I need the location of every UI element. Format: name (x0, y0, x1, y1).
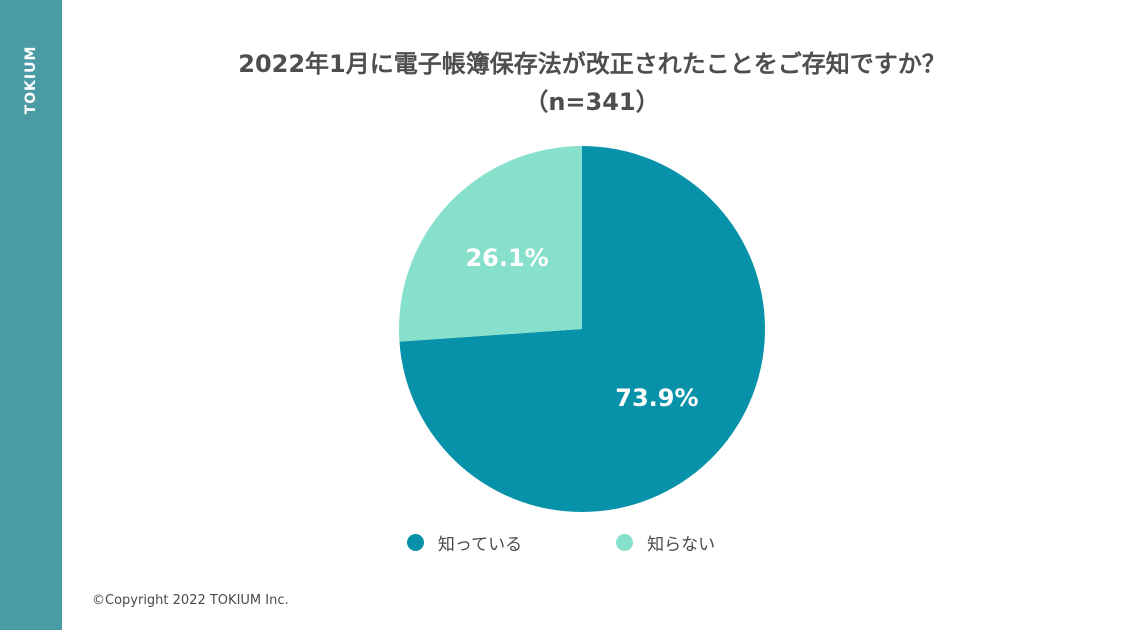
copyright-text: ©Copyright 2022 TOKIUM Inc. (92, 593, 289, 608)
brand-sidebar: TOKIUM (0, 0, 62, 630)
chart-subtitle: （n=341） (524, 88, 660, 116)
pie-slice-know (399, 146, 765, 512)
legend-swatch-dont-know (616, 534, 634, 551)
legend-item-know: 知っている (406, 530, 523, 555)
chart-title: 2022年1月に電子帳簿保存法が改正されたことをご存知ですか？ (238, 50, 946, 78)
chart-legend: 知っている 知らない (0, 530, 1122, 555)
legend-swatch-know (406, 534, 424, 551)
legend-label-dont-know: 知らない (647, 535, 716, 555)
pie-label-dont-know: 26.1% (465, 244, 548, 272)
legend-label-know: 知っている (437, 535, 523, 555)
pie-label-know: 73.9% (615, 384, 698, 412)
legend-item-dont-know: 知らない (556, 530, 715, 555)
pie-slice-dont-know (399, 146, 582, 342)
